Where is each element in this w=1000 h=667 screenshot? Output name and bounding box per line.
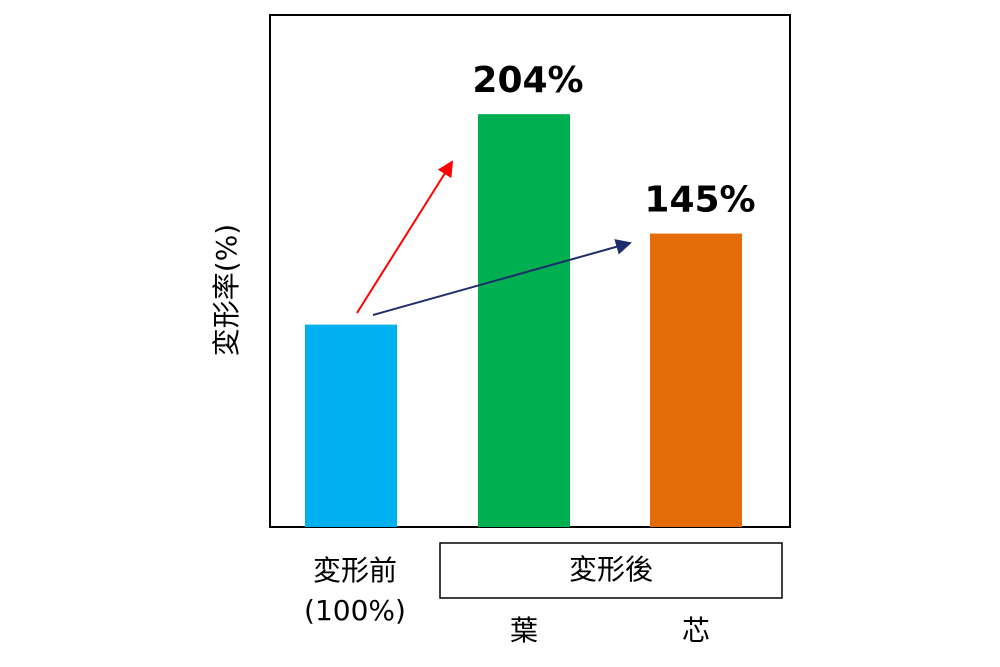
arrow	[356, 160, 454, 314]
bar	[478, 114, 570, 528]
bars	[305, 114, 742, 528]
y-axis-label: 変形率(%)	[210, 224, 243, 356]
group-label: 変形後	[569, 553, 653, 586]
bar	[650, 233, 742, 527]
value-label: 204%	[472, 60, 583, 101]
bar	[305, 324, 397, 527]
arrow	[372, 239, 632, 316]
value-label: 145%	[644, 180, 755, 221]
x-tick-label: 葉	[510, 614, 538, 647]
group-box	[439, 542, 783, 599]
x-tick-label: 芯	[682, 614, 710, 647]
value-label: (100%)	[304, 594, 406, 627]
x-tick-label: 変形前	[313, 554, 397, 587]
